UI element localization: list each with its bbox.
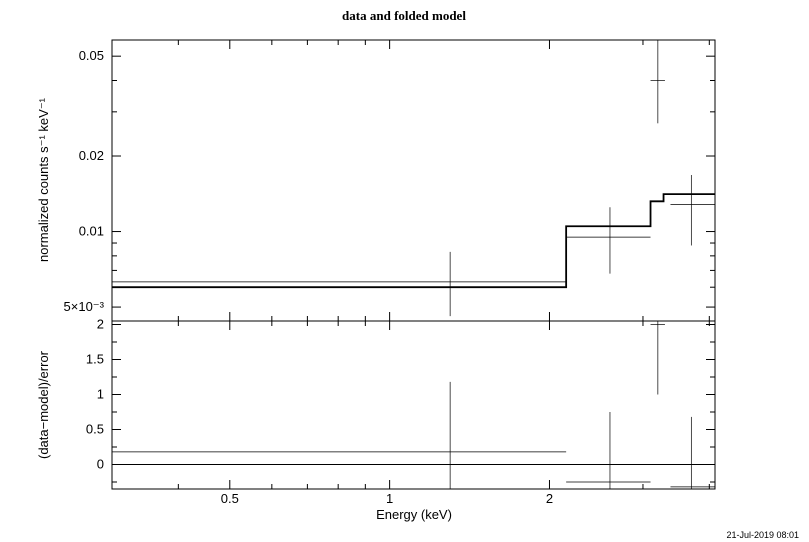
top-y-axis-label: normalized counts s⁻¹ keV⁻¹ — [36, 97, 51, 262]
bottom-y-ticks: 0 0.5 1 1.5 2 — [86, 317, 715, 483]
x-axis-label: Energy (keV) — [376, 507, 452, 522]
bottom-y-tick-label: 2 — [97, 317, 104, 332]
top-y-tick-label: 0.05 — [79, 48, 104, 63]
top-y-ticks: 5×10⁻³ 0.01 0.02 0.05 — [64, 48, 715, 314]
x-tick-label: 2 — [546, 491, 553, 506]
x-tick-label: 1 — [386, 491, 393, 506]
top-panel: 5×10⁻³ 0.01 0.02 0.05 normalized counts s⁻¹… — [36, 39, 716, 322]
bottom-y-tick-label: 1.5 — [86, 352, 104, 367]
top-y-tick-label: 0.01 — [79, 224, 104, 239]
bottom-y-tick-label: 0 — [97, 457, 104, 472]
chart-title: data and folded model — [342, 8, 466, 23]
top-y-tick-label: 5×10⁻³ — [64, 299, 105, 314]
bottom-y-axis-label: (data−model)/error — [36, 350, 51, 459]
timestamp: 21-Jul-2019 08:01 — [726, 530, 799, 540]
bottom-data-marks — [112, 321, 715, 489]
bottom-panel-frame — [111, 320, 716, 490]
x-tick-label: 0.5 — [221, 491, 239, 506]
top-panel-frame — [111, 39, 716, 322]
bottom-panel: 0 0.5 1 1.5 2 (data−model)/error — [36, 317, 716, 490]
x-axis-ticks: 0.5 1 2 — [111, 40, 710, 506]
model-step-line — [112, 193, 715, 289]
top-y-tick-label: 0.02 — [79, 148, 104, 163]
bottom-y-tick-label: 1 — [97, 387, 104, 402]
top-data-marks — [112, 40, 715, 317]
bottom-y-tick-label: 0.5 — [86, 422, 104, 437]
